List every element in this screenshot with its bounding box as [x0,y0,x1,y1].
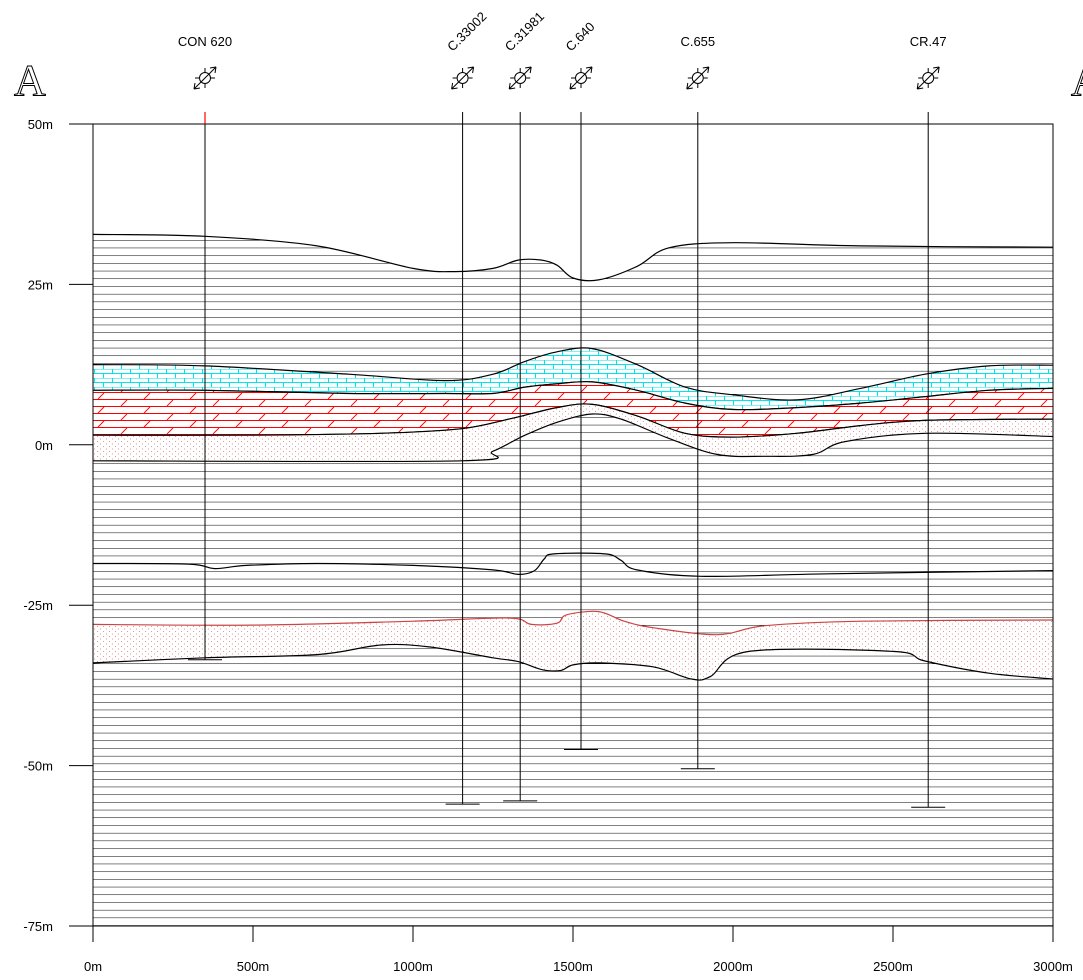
well-label: C.640 [563,19,598,54]
layers-group [93,124,1053,681]
well-symbol-icon [508,66,532,90]
axes-group: 50m 25m 0m -25m -50m -75m 0m 500m 1000m 1500m 2000… [23,117,1073,974]
depth-tick-label: -25m [23,598,53,613]
well: CON 620 [178,34,232,661]
distance-tick-label: 0m [84,959,102,974]
well-symbol-icon [916,66,940,90]
distance-tick-label: 3000m [1033,959,1073,974]
sand-upper-fill [93,403,1053,462]
distance-tick-label: 1000m [393,959,433,974]
sand-upper-top-line [93,403,1053,438]
distance-tick-label: 500m [237,959,270,974]
well-label: C.33002 [444,9,489,54]
distance-tick-label: 2500m [873,959,913,974]
well-symbol-icon [686,66,710,90]
well: CR.47 [910,34,947,808]
depth-tick-label: -50m [23,759,53,774]
red-unit-fill [93,381,1053,438]
mid-boundary-line [93,552,1053,578]
depth-tick-label: -75m [23,919,53,934]
unhatched-top-zone [93,124,1053,281]
depth-tick-label: 25m [28,277,53,292]
distance-tick-label: 1500m [553,959,593,974]
well: C.655 [680,34,715,770]
sand-lower-fill [93,611,1053,681]
well-label: C.31981 [502,9,547,54]
well-label: CON 620 [178,34,232,49]
well-symbol-icon [193,66,217,90]
section-end-label-right: A' [1071,56,1083,105]
well-symbol-icon [451,66,475,90]
limestone-top-line [93,347,1053,401]
well-symbol-icon [569,66,593,90]
depth-tick-label: 50m [28,117,53,132]
sand-lower-top-line [93,610,1053,636]
well-label: CR.47 [910,34,947,49]
depth-tick-label: 0m [35,438,53,453]
well-label: C.655 [680,34,715,49]
sand-upper-bottom-line [93,413,1053,463]
upper-boundary-line [93,233,1053,282]
section-end-label-left: A [14,56,46,105]
red-unit-top-line [93,381,1053,411]
distance-tick-label: 2000m [713,959,753,974]
limestone-fill [93,347,1053,410]
sand-lower-bottom-line [93,643,1053,681]
